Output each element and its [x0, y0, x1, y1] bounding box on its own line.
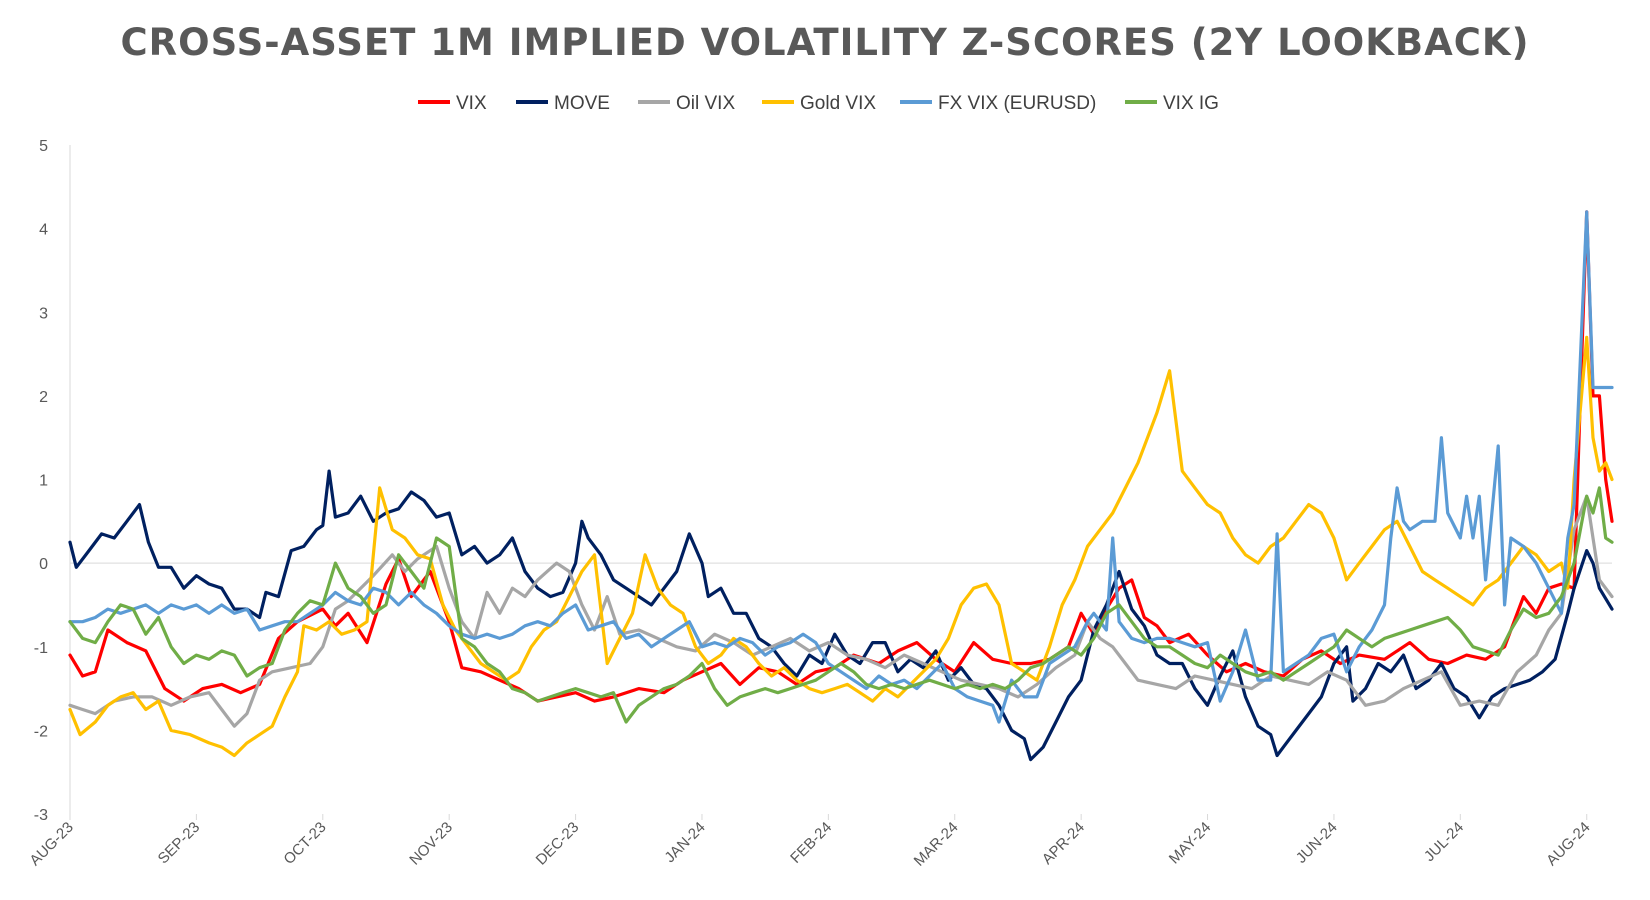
y-axis: 5 4 3 2 1 0 -1 -2 -3	[34, 138, 71, 824]
y-tick-label: 3	[39, 305, 48, 322]
legend-item: MOVE	[516, 93, 610, 114]
legend-label: Oil VIX	[676, 93, 735, 114]
x-tick-label: MAR-24	[911, 819, 962, 870]
legend: VIX MOVE Oil VIX Gold VIX FX VIX (EURUSD) VIX…	[418, 93, 1219, 114]
y-tick-label: -3	[34, 807, 48, 824]
series-line-oil-vix	[68, 494, 1614, 728]
series-line-fx-vix-eurusd	[68, 210, 1614, 724]
x-tick-label: DEC-23	[533, 819, 583, 869]
x-tick-label: JUN-24	[1293, 819, 1341, 867]
y-tick-label: 1	[39, 473, 48, 490]
legend-item: FX VIX (EURUSD)	[900, 93, 1096, 114]
x-tick-label: JAN-24	[661, 819, 708, 866]
y-tick-label: -2	[34, 723, 48, 740]
plot-area	[68, 210, 1614, 762]
x-tick-label: NOV-23	[406, 819, 456, 869]
y-tick-label: 0	[39, 556, 48, 573]
y-tick-label: 2	[39, 389, 48, 406]
x-tick-label: APR-24	[1039, 819, 1088, 868]
legend-label: VIX	[456, 93, 487, 114]
series-line-vix-ig	[68, 486, 1614, 724]
x-tick-label: MAY-24	[1166, 819, 1215, 868]
series-line-move	[68, 469, 1614, 762]
legend-item: Oil VIX	[638, 93, 735, 114]
x-tick-label: OCT-23	[280, 819, 329, 868]
legend-label: Gold VIX	[800, 93, 876, 114]
legend-item: VIX IG	[1125, 93, 1219, 114]
legend-item: VIX	[418, 93, 487, 114]
x-tick-label: AUG-23	[26, 819, 76, 869]
legend-label: MOVE	[554, 93, 610, 114]
legend-item: Gold VIX	[762, 93, 876, 114]
y-tick-label: 4	[39, 222, 48, 239]
x-axis: AUG-23 SEP-23 OCT-23 NOV-23 DEC-23 JAN-24 FEB-…	[26, 562, 1612, 870]
legend-label: FX VIX (EURUSD)	[938, 93, 1096, 114]
series-line-vix	[68, 210, 1614, 703]
series-line-gold-vix	[68, 335, 1614, 758]
y-tick-label: 5	[39, 138, 48, 155]
x-tick-label: JUL-24	[1421, 819, 1467, 865]
x-tick-label: SEP-23	[155, 819, 204, 868]
chart-title: CROSS-ASSET 1M IMPLIED VOLATILITY Z-SCOR…	[121, 21, 1530, 64]
y-tick-label: -1	[34, 640, 48, 657]
legend-label: VIX IG	[1163, 93, 1219, 114]
x-tick-label: AUG-24	[1543, 819, 1593, 869]
x-tick-label: FEB-24	[787, 819, 835, 867]
